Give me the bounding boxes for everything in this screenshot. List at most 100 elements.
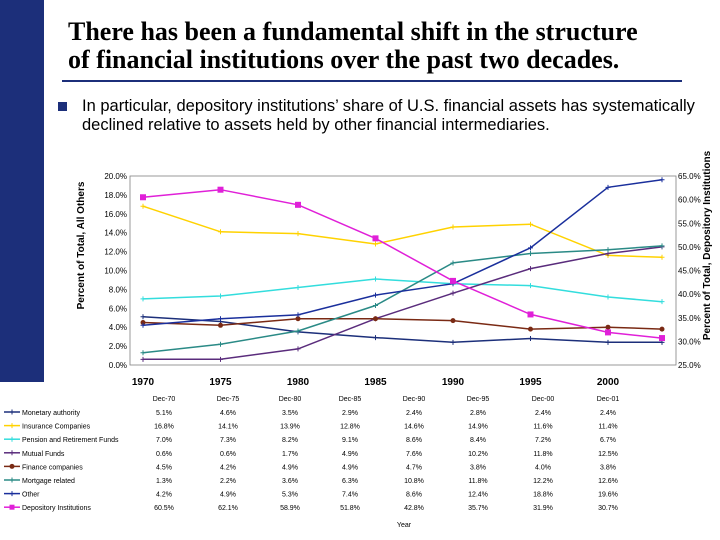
legend-marker-swatch [9,491,15,497]
table-cell-value: 7.3% [220,437,236,444]
table-series-name: Finance companies [22,464,83,471]
bullet-square-icon [58,102,67,111]
x-axis-year-label: 2000 [597,377,620,388]
table-cell-value: 7.4% [342,492,358,499]
left-axis-tick-label: 20.0% [104,172,127,181]
table-column-header: Dec-80 [279,396,302,403]
table-cell-value: 51.8% [340,505,360,512]
data-point-marker [140,319,146,325]
table-series-name: Other [22,492,40,499]
table-cell-value: 1.7% [282,451,298,458]
left-axis-tick-label: 10.0% [104,267,127,276]
table-series-name: Monetary authority [22,410,80,417]
right-axis-tick-label: 25.0% [678,361,701,370]
data-point-marker [450,277,456,284]
table-cell-value: 7.0% [156,437,172,444]
left-axis-tick-label: 18.0% [104,191,127,200]
data-point-marker [527,311,534,318]
data-point-marker [528,245,533,251]
x-axis-year-label: 1990 [442,377,465,388]
data-point-marker [528,283,533,289]
right-axis-tick-label: 45.0% [678,267,701,276]
table-cell-value: 2.9% [342,410,358,417]
right-axis-tick-label: 65.0% [678,172,701,181]
data-point-marker [659,299,665,305]
data-point-marker [218,293,223,299]
table-cell-value: 35.7% [468,505,488,512]
data-point-marker [295,346,301,352]
table-cell-value: 16.8% [154,424,174,431]
x-axis-year-label: 1970 [132,377,155,388]
table-cell-value: 8.6% [406,437,422,444]
series-line-depository-institutions [142,188,663,339]
right-axis-tick-label: 50.0% [678,243,701,252]
left-axis-tick-label: 16.0% [104,210,127,219]
legend-marker-swatch [9,463,15,469]
table-cell-value: 8.4% [470,437,486,444]
x-axis-title: Year [397,522,412,529]
right-axis-tick-label: 35.0% [678,314,701,323]
table-series-name: Insurance Companies [22,424,91,431]
table-cell-value: 12.8% [340,424,360,431]
data-point-marker [528,250,533,256]
data-point-marker [295,231,301,237]
data-point-marker [295,201,301,208]
table-cell-value: 11.4% [598,424,617,431]
data-point-marker [605,184,611,190]
left-axis-tick-label: 0.0% [109,361,127,370]
table-series-name: Mortgage related [22,478,75,485]
data-point-marker [605,247,611,253]
data-point-marker [140,314,146,320]
data-point-marker [140,194,146,201]
table-cell-value: 4.7% [406,464,422,471]
table-column-header: Dec-95 [467,396,490,403]
data-point-marker [528,326,533,332]
table-cell-value: 19.6% [598,492,618,499]
table-cell-value: 4.9% [220,492,236,499]
slide-title: There has been a fundamental shift in th… [68,18,708,74]
data-point-marker [659,243,665,249]
table-cell-value: 42.8% [404,505,424,512]
data-point-marker [450,260,456,266]
table-cell-value: 60.5% [154,505,174,512]
table-cell-value: 12.2% [533,478,553,485]
table-cell-value: 8.2% [282,437,298,444]
table-cell-value: 3.5% [282,410,298,417]
data-point-marker [218,356,223,362]
table-cell-value: 4.9% [282,464,298,471]
data-point-marker [140,203,146,209]
left-axis-tick-label: 2.0% [109,342,127,351]
table-cell-value: 14.6% [404,424,424,431]
table-cell-value: 4.6% [220,410,236,417]
data-point-marker [450,339,456,345]
bullet-text: In particular, depository institutions’ … [82,97,695,134]
left-axis-tick-label: 12.0% [104,248,127,257]
data-point-marker [140,350,146,356]
table-cell-value: 30.7% [598,505,618,512]
right-axis-tick-label: 30.0% [678,337,701,346]
plot-area [129,175,677,366]
table-cell-value: 5.1% [156,410,172,417]
data-point-marker [373,335,378,341]
legend-marker-swatch [9,436,15,442]
table-column-header: Dec-70 [153,396,176,403]
table-series-name: Pension and Retirement Funds [22,437,119,444]
table-cell-value: 2.4% [535,410,551,417]
title-line-2: of financial institutions over the past … [68,45,620,74]
table-cell-value: 7.6% [406,451,422,458]
data-point-marker [528,266,533,272]
data-point-marker [659,177,665,183]
series-line-mutual-funds [143,246,663,361]
table-cell-value: 11.8% [533,451,552,458]
table-cell-value: 12.6% [598,478,618,485]
series-line-mortgage-related [142,245,663,354]
data-point-marker [605,339,611,345]
table-column-header: Dec-85 [339,396,362,403]
legend-marker-swatch [9,504,15,510]
table-cell-value: 2.4% [406,410,422,417]
table-cell-value: 12.4% [468,492,488,499]
x-axis-year-label: 1995 [519,377,542,388]
table-cell-value: 10.8% [404,478,424,485]
data-point-marker [295,316,301,322]
